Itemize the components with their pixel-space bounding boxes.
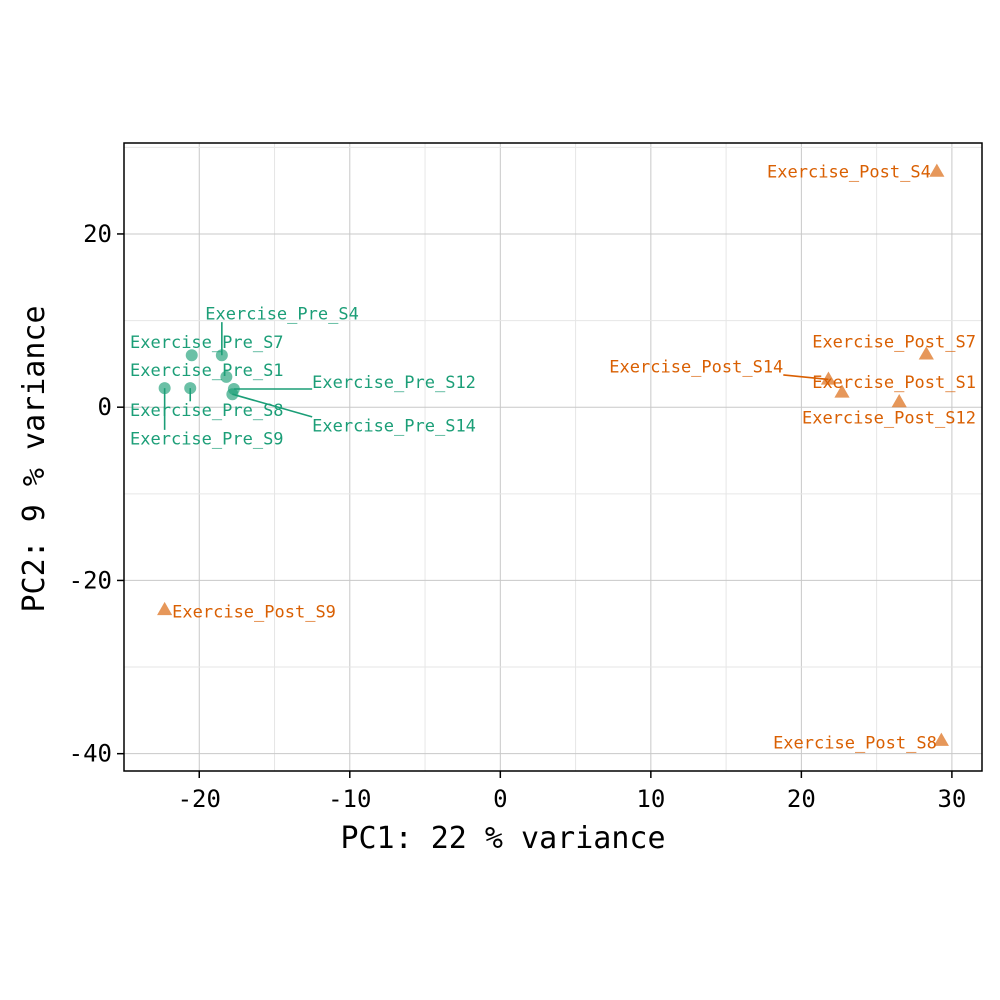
- x-tick-label: 10: [636, 785, 665, 813]
- point-label: Exercise_Pre_S8: [130, 401, 284, 421]
- plot-panel-border: [123, 142, 983, 772]
- data-point-triangle: [918, 346, 934, 360]
- point-label: Exercise_Pre_S4: [205, 305, 359, 325]
- point-label: Exercise_Pre_S12: [312, 373, 476, 393]
- data-point-circle: [185, 349, 198, 362]
- x-tick-label: -10: [328, 785, 371, 813]
- data-point-triangle: [157, 601, 173, 616]
- axis-ticks: -20 -10 0 10 20 30 -40 -20 0 20: [69, 220, 967, 813]
- point-label: Exercise_Post_S4: [767, 163, 931, 183]
- data-point-circle: [158, 382, 171, 395]
- data-point-circle: [184, 382, 197, 395]
- point-label: Exercise_Post_S9: [172, 603, 336, 623]
- data-point-circle: [220, 370, 233, 383]
- point-label: Exercise_Post_S14: [609, 357, 783, 377]
- point-label: Exercise_Pre_S9: [130, 429, 284, 449]
- x-axis-title: PC1: 22 % variance: [340, 821, 665, 856]
- data-points: [157, 163, 949, 746]
- y-tick-label: -40: [69, 740, 112, 768]
- point-label: Exercise_Pre_S1: [130, 361, 284, 381]
- point-label: Exercise_Post_S8: [773, 733, 937, 753]
- leader-line: [783, 374, 829, 381]
- x-tick-label: 0: [493, 785, 507, 813]
- data-point-circle: [226, 388, 239, 401]
- grid-lines: [123, 143, 982, 771]
- x-tick-label: 20: [787, 785, 816, 813]
- point-label: Exercise_Post_S12: [802, 409, 976, 429]
- data-point-triangle: [834, 384, 850, 398]
- point-labels: Exercise_Pre_S4 Exercise_Pre_S7 Exercise_P…: [130, 163, 976, 754]
- data-point-triangle: [820, 371, 837, 385]
- point-label: Exercise_Post_S7: [812, 332, 976, 352]
- y-tick-label: -20: [69, 566, 112, 594]
- data-point-triangle: [891, 393, 907, 408]
- x-tick-label: -20: [178, 785, 221, 813]
- data-point-triangle: [933, 732, 949, 746]
- point-label: Exercise_Pre_S14: [312, 416, 476, 436]
- data-point-triangle: [929, 163, 945, 177]
- data-point-circle: [215, 349, 228, 362]
- y-tick-label: 20: [83, 220, 112, 248]
- y-tick-label: 0: [98, 393, 112, 421]
- x-tick-label: 30: [937, 785, 966, 813]
- leader-line: [232, 393, 313, 418]
- y-axis-title: PC2: 9 % variance: [17, 305, 52, 612]
- point-label: Exercise_Pre_S7: [130, 333, 284, 353]
- point-label: Exercise_Post_S1: [812, 373, 976, 393]
